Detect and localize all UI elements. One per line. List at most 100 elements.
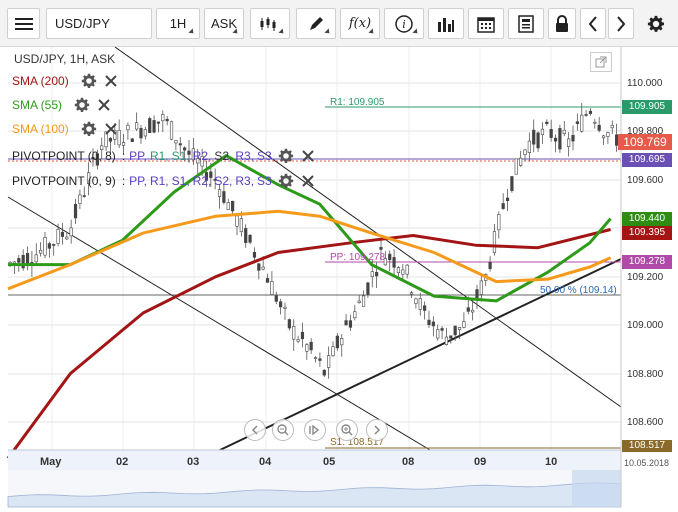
price-type-selector[interactable]: ASK <box>204 8 244 39</box>
candle-body <box>388 253 392 261</box>
candle-body <box>610 125 614 129</box>
candle-body <box>348 320 353 328</box>
settings-button[interactable] <box>640 8 672 39</box>
candle-body <box>584 114 588 116</box>
scroll-right-button[interactable] <box>366 419 388 441</box>
candle-body <box>183 147 187 151</box>
candle-body <box>21 254 25 269</box>
indicator-pivot-0-8[interactable]: PIVOTPOINT (0, 8) : PP, R1, S1, R2, S2, … <box>12 148 316 164</box>
candle-body <box>414 298 418 304</box>
next-button[interactable] <box>608 8 634 39</box>
close-icon[interactable] <box>103 73 119 89</box>
price-label-s1: 108.517 <box>622 440 672 452</box>
scroll-left-button[interactable] <box>244 419 266 441</box>
lock-button[interactable] <box>548 8 576 39</box>
candle-body <box>248 234 252 243</box>
reset-button[interactable] <box>304 419 326 441</box>
candle-body <box>148 118 152 134</box>
y-tick: 108.600 <box>627 417 664 428</box>
candle-body <box>261 266 265 270</box>
candle-body <box>405 264 409 275</box>
popout-icon <box>595 56 607 68</box>
pivot-part-s2: S2, <box>214 174 233 188</box>
navigator-window[interactable] <box>572 470 621 507</box>
candle-body <box>287 319 291 329</box>
x-tick: May <box>40 456 62 468</box>
y-tick: 110.000 <box>627 78 663 89</box>
y-tick: 109.000 <box>627 320 664 331</box>
y-tick: 109.200 <box>627 272 664 283</box>
calendar-button[interactable] <box>468 8 504 39</box>
candle-body <box>597 124 601 131</box>
chart-area[interactable]: USD/JPY, 1H, ASK SMA (200) SMA (55) SMA … <box>0 47 678 512</box>
zoom-in-button[interactable] <box>336 419 358 441</box>
pivot-part-r3: R3, <box>235 149 255 163</box>
indicator-label: PIVOTPOINT (0, 9) <box>12 174 116 188</box>
candle-body <box>283 306 287 309</box>
report-button[interactable] <box>508 8 544 39</box>
timeframe-selector[interactable]: 1H <box>156 8 200 39</box>
close-icon[interactable] <box>300 148 316 164</box>
gear-icon[interactable] <box>278 148 294 164</box>
function-button[interactable]: f(x) <box>340 8 380 39</box>
candle-body <box>156 121 161 124</box>
close-icon[interactable] <box>300 173 316 189</box>
hamburger-icon <box>14 17 33 30</box>
candle-body <box>231 200 235 212</box>
close-icon[interactable] <box>103 121 119 137</box>
candle-body <box>457 327 462 330</box>
gear-icon[interactable] <box>74 97 90 113</box>
candle-body <box>139 128 143 139</box>
popout-button[interactable] <box>590 52 612 72</box>
candle-body <box>335 335 339 349</box>
info-button[interactable]: i <box>384 8 424 39</box>
sma-line-0 <box>6 228 611 460</box>
pivot-sep: : <box>121 174 126 188</box>
price-label-current: 109.769 <box>618 134 672 150</box>
candle-body <box>87 172 91 184</box>
menu-button[interactable] <box>7 8 40 39</box>
candle-body <box>431 321 435 327</box>
candle-body <box>318 358 322 361</box>
candle-body <box>527 140 531 154</box>
prev-button[interactable] <box>580 8 606 39</box>
pivot-part-s3: S3 <box>257 149 272 163</box>
symbol-selector[interactable]: USD/JPY <box>46 8 152 39</box>
candle-body <box>60 231 65 237</box>
zoom-out-button[interactable] <box>272 419 294 441</box>
gear-icon[interactable] <box>81 121 97 137</box>
candle-body <box>191 148 195 161</box>
candle-body <box>174 140 178 144</box>
candle-body <box>126 124 130 131</box>
candle-body <box>56 229 60 244</box>
pivot-part-r2: R2, <box>192 174 212 188</box>
indicator-sma100[interactable]: SMA (100) <box>12 121 119 137</box>
gear-icon[interactable] <box>81 73 97 89</box>
x-tick: 04 <box>259 456 272 468</box>
candle-body <box>327 355 331 368</box>
candle-body <box>479 280 483 295</box>
chevron-left-icon <box>251 425 258 435</box>
pp-annotation: PP: 109.278 <box>330 252 386 263</box>
draw-button[interactable] <box>296 8 336 39</box>
indicator-sma200[interactable]: SMA (200) <box>12 73 119 89</box>
candle-body <box>379 247 383 250</box>
zoom-out-icon <box>277 424 289 436</box>
candle-body <box>571 134 575 142</box>
close-icon[interactable] <box>96 97 112 113</box>
candle-body <box>34 254 38 263</box>
indicator-sma55[interactable]: SMA (55) <box>12 97 112 113</box>
price-chart[interactable] <box>0 47 678 512</box>
y-tick: 109.600 <box>627 175 664 186</box>
gear-icon[interactable] <box>278 173 294 189</box>
candle-body <box>135 122 139 130</box>
candle-body <box>361 295 366 307</box>
candle-body <box>353 311 357 319</box>
price-type-label: ASK <box>210 16 237 31</box>
indicators-button[interactable] <box>428 8 464 39</box>
candle-body <box>73 203 78 219</box>
price-label-pivot: 109.695 <box>622 153 672 167</box>
chart-type-button[interactable] <box>250 8 290 39</box>
indicator-pivot-0-9[interactable]: PIVOTPOINT (0, 9) : PP, R1, S1, R2, S2, … <box>12 173 316 189</box>
x-tick: 03 <box>187 456 200 468</box>
